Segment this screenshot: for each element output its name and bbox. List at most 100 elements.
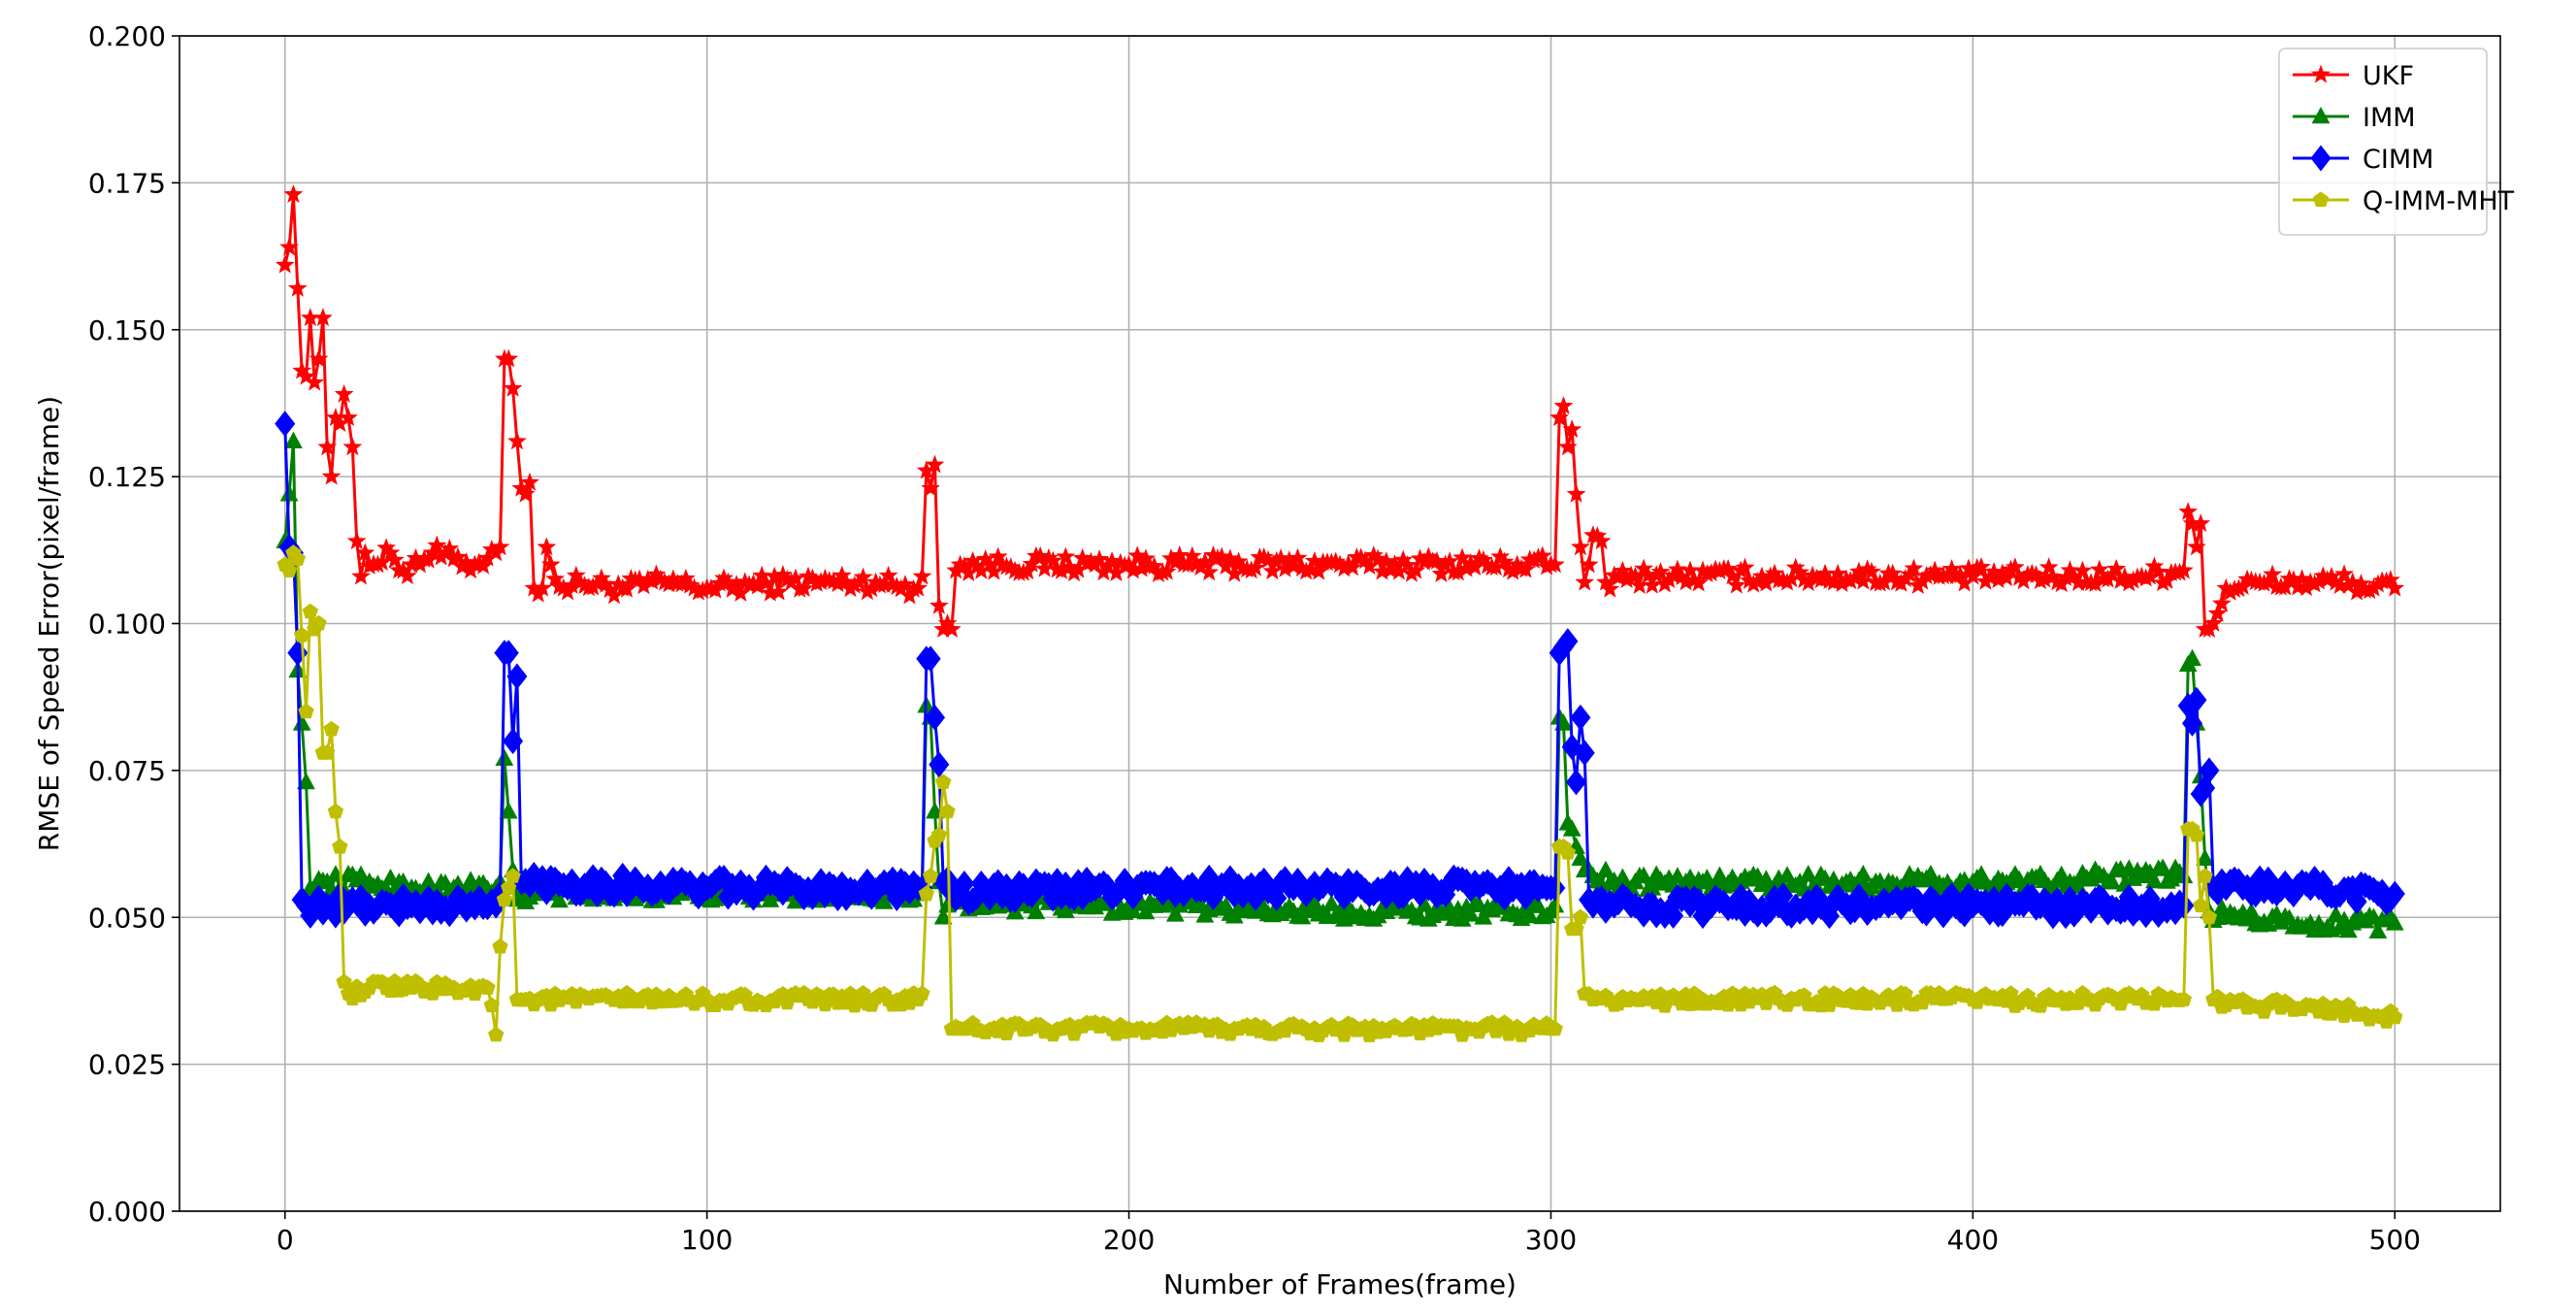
y-tick-label: 0.100 <box>88 609 166 641</box>
data-point <box>1596 860 1615 877</box>
data-point <box>321 466 342 485</box>
data-point <box>2106 558 2127 577</box>
data-point <box>309 348 329 368</box>
data-point <box>1579 554 1599 574</box>
data-point <box>939 803 956 819</box>
data-point <box>2197 868 2213 883</box>
data-point <box>926 802 944 819</box>
data-point <box>503 378 523 397</box>
data-point <box>495 748 514 766</box>
data-point <box>490 537 510 556</box>
data-point <box>2183 648 2201 667</box>
data-point <box>342 437 363 456</box>
data-point <box>921 477 941 497</box>
data-point <box>1169 544 1190 564</box>
data-point <box>312 308 333 327</box>
data-point <box>2188 826 2205 842</box>
data-point <box>1562 419 1582 439</box>
data-point <box>336 973 352 989</box>
x-tick-label: 400 <box>1947 1224 1999 1256</box>
y-tick-label: 0.125 <box>88 461 166 493</box>
data-point <box>1574 740 1595 767</box>
data-point <box>323 720 340 737</box>
data-point <box>2178 502 2199 520</box>
data-point <box>2175 991 2192 1006</box>
data-point <box>2384 880 2405 907</box>
data-point <box>483 997 500 1012</box>
data-point <box>372 552 392 571</box>
data-point <box>279 237 299 256</box>
data-point <box>1570 537 1590 556</box>
x-axis-title: Number of Frames(frame) <box>1163 1268 1516 1300</box>
data-point <box>1376 551 1396 570</box>
data-point <box>297 772 315 790</box>
data-point <box>1532 545 1552 565</box>
data-point <box>305 372 325 391</box>
data-point <box>2387 1008 2403 1025</box>
data-point <box>1565 769 1587 796</box>
x-tick-label: 500 <box>2369 1224 2421 1256</box>
data-point <box>1199 562 1220 581</box>
data-point <box>1136 548 1156 568</box>
data-point <box>2072 560 2093 579</box>
data-point <box>1545 554 1565 574</box>
data-point <box>284 431 303 448</box>
data-point <box>941 619 962 638</box>
data-point <box>1549 408 1570 427</box>
x-tick-label: 200 <box>1103 1224 1155 1256</box>
data-point <box>499 348 519 368</box>
y-tick-label: 0.175 <box>88 167 166 199</box>
data-point <box>275 254 295 274</box>
data-point <box>2203 613 2224 632</box>
data-point <box>2381 570 2400 589</box>
data-point <box>505 868 521 883</box>
data-point <box>922 868 939 883</box>
data-point <box>1853 571 1874 590</box>
data-point <box>2173 892 2195 919</box>
data-point <box>346 531 367 550</box>
data-point <box>507 431 527 450</box>
legend-marker <box>2311 64 2331 83</box>
data-point <box>1182 545 1202 565</box>
data-point <box>2173 560 2194 579</box>
data-point <box>488 1026 505 1042</box>
data-point <box>2038 557 2059 576</box>
y-axis-title: RMSE of Speed Error(pixel/frame) <box>33 396 65 851</box>
data-point <box>2201 908 2218 925</box>
data-point <box>896 575 915 593</box>
data-point <box>920 645 941 673</box>
data-point <box>2191 513 2211 532</box>
series-imm <box>276 431 2404 938</box>
legend-label: UKF <box>2363 61 2414 91</box>
data-point <box>1397 555 1418 575</box>
data-point <box>1027 902 1046 920</box>
data-point <box>397 566 417 585</box>
data-point <box>2089 559 2109 578</box>
legend-marker <box>2312 191 2330 207</box>
data-point <box>537 537 557 556</box>
data-point <box>334 383 354 403</box>
data-point <box>275 411 296 438</box>
series-line <box>283 423 2397 918</box>
data-point <box>2326 905 2345 923</box>
data-point <box>933 907 953 925</box>
data-point <box>501 879 517 895</box>
data-point <box>2181 709 2203 737</box>
series-line <box>283 440 2397 934</box>
y-tick-label: 0.150 <box>88 314 166 346</box>
data-point <box>1553 396 1574 414</box>
data-point <box>479 979 496 995</box>
data-point <box>918 885 934 901</box>
data-point <box>1718 558 1739 577</box>
data-point <box>617 578 636 598</box>
data-point <box>2003 985 2019 1001</box>
data-point <box>520 472 539 491</box>
data-point <box>545 569 565 588</box>
data-point <box>1157 561 1177 580</box>
data-point <box>1828 563 1848 582</box>
data-point <box>332 838 348 854</box>
data-point <box>1853 865 1873 882</box>
legend-label: IMM <box>2363 103 2416 133</box>
data-point <box>2144 872 2164 889</box>
